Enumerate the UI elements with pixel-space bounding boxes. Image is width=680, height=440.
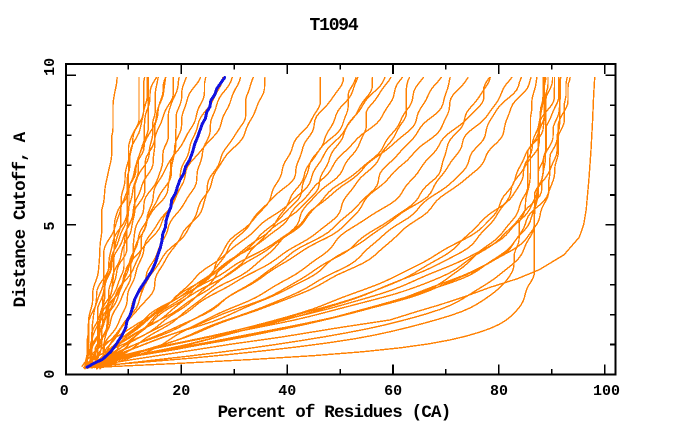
svg-text:40: 40 <box>278 383 296 400</box>
svg-text:5: 5 <box>42 221 59 230</box>
svg-text:0: 0 <box>42 370 59 379</box>
svg-text:T1094: T1094 <box>309 16 358 36</box>
svg-text:100: 100 <box>593 383 620 400</box>
svg-text:Distance Cutoff, A: Distance Cutoff, A <box>11 131 31 307</box>
svg-text:Percent of Residues (CA): Percent of Residues (CA) <box>218 403 451 423</box>
svg-text:80: 80 <box>490 383 508 400</box>
svg-text:10: 10 <box>42 58 59 76</box>
svg-text:60: 60 <box>384 383 402 400</box>
svg-text:0: 0 <box>60 383 69 400</box>
svg-text:20: 20 <box>172 383 190 400</box>
